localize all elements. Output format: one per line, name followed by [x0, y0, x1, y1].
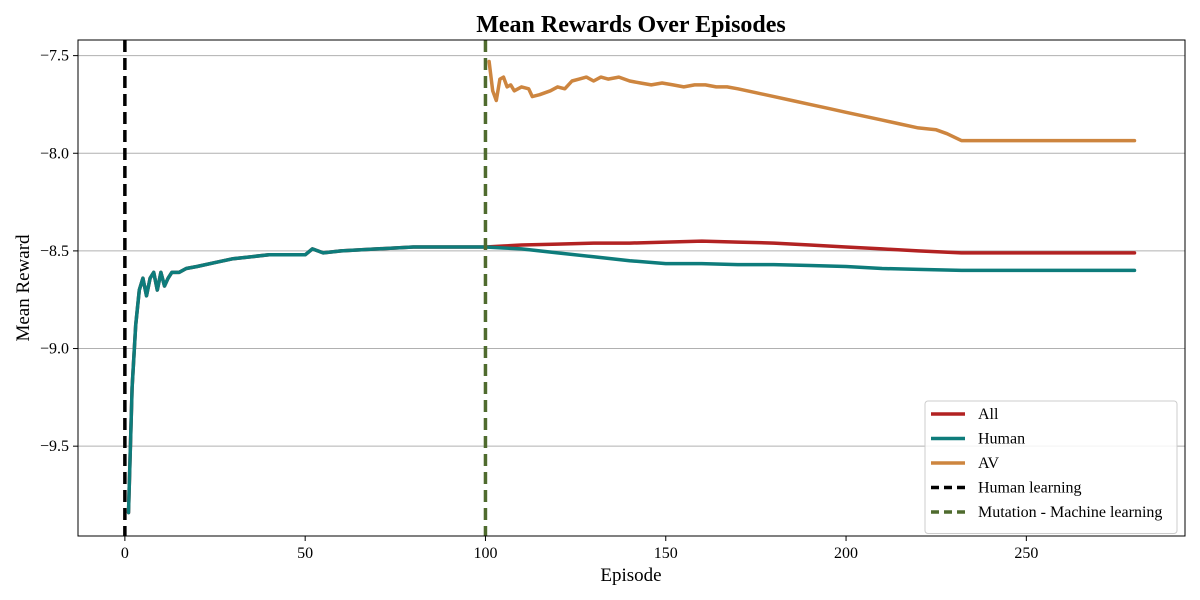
- axis-ticks: −7.5 −8.0 −8.5 −9.0 −9.5 0 50 100 150 200 250: [40, 48, 1038, 562]
- chart-title: Mean Rewards Over Episodes: [476, 12, 786, 38]
- x-tick-label: 200: [834, 545, 858, 562]
- y-tick-label: −9.0: [40, 341, 69, 358]
- legend-box: [924, 400, 1178, 534]
- legend-label: Human learning: [978, 480, 1082, 497]
- x-tick-label: 0: [121, 545, 129, 562]
- series-line-human: [126, 245, 1137, 515]
- x-tick-label: 150: [654, 545, 678, 562]
- y-axis-label: Mean Reward: [13, 234, 34, 342]
- series-line-av: [487, 59, 1137, 143]
- x-tick-label: 50: [297, 545, 313, 562]
- y-tick-label: −7.5: [40, 48, 69, 65]
- legend-label: AV: [978, 455, 999, 472]
- axes-frame: [77, 39, 1186, 537]
- x-tick-label: 250: [1014, 545, 1038, 562]
- plot-area: [123, 40, 1137, 536]
- legend-label: Human: [978, 431, 1025, 448]
- legend-label: Mutation - Machine learning: [978, 504, 1162, 521]
- x-axis-label: Episode: [600, 565, 661, 586]
- y-tick-label: −8.0: [40, 145, 69, 162]
- legend-label: All: [978, 406, 999, 423]
- y-tick-label: −8.5: [40, 243, 69, 260]
- series-group: [123, 40, 1137, 536]
- legend: All Human AV Human learning Mutation - Machi…: [924, 400, 1178, 534]
- x-tick-label: 100: [473, 545, 497, 562]
- y-tick-label: −9.5: [40, 438, 69, 455]
- grid-lines: [78, 55, 1185, 447]
